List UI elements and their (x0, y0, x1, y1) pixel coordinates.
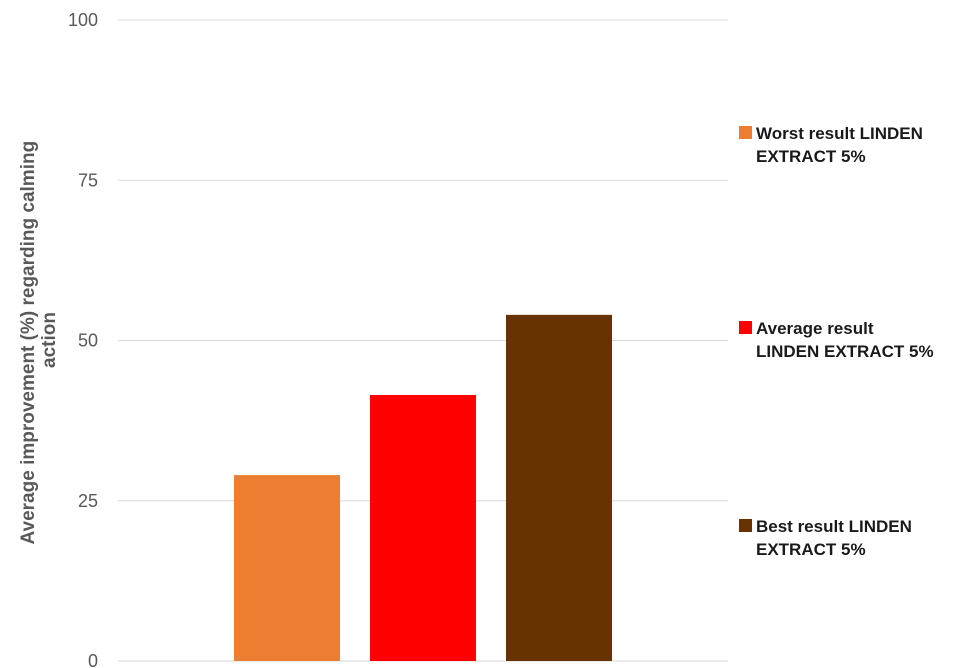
y-axis-title: Average improvement (%) regarding calmin… (18, 136, 60, 545)
bar-1 (234, 475, 340, 661)
gridlines (118, 19, 728, 662)
legend-item-2: Average result LINDEN EXTRACT 5% (739, 319, 934, 361)
bars (234, 314, 612, 661)
legend-swatch-3 (739, 519, 752, 532)
y-axis-ticks: 0 25 50 75 100 (68, 10, 98, 668)
legend-label-2: Average result LINDEN EXTRACT 5% (756, 319, 934, 361)
y-axis-title-line-2: action (39, 312, 60, 368)
legend-label-3: Best result LINDEN EXTRACT 5% (756, 517, 912, 559)
bar-3 (506, 314, 612, 661)
bar-2 (370, 394, 476, 661)
legend-swatch-1 (739, 126, 752, 139)
y-tick-label-25: 25 (78, 491, 98, 511)
y-tick-label-100: 100 (68, 10, 98, 30)
y-tick-label-0: 0 (88, 651, 98, 668)
legend-label-1: Worst result LINDEN EXTRACT 5% (756, 124, 923, 166)
legend: Worst result LINDEN EXTRACT 5% Average res… (739, 124, 934, 559)
y-tick-label-50: 50 (78, 331, 98, 351)
legend-item-3: Best result LINDEN EXTRACT 5% (739, 517, 912, 559)
y-axis-title-line-1: Average improvement (%) regarding calmin… (18, 141, 39, 545)
legend-swatch-2 (739, 321, 752, 334)
y-tick-label-75: 75 (78, 170, 98, 190)
legend-item-1: Worst result LINDEN EXTRACT 5% (739, 124, 923, 166)
